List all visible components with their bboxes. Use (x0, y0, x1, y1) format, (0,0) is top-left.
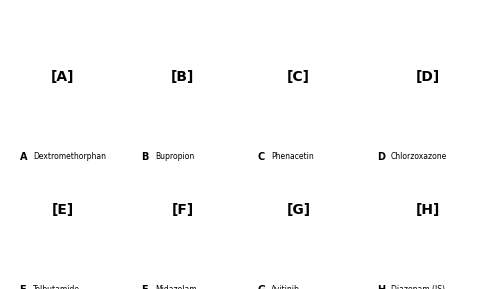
Text: [H]: [H] (416, 203, 440, 216)
Text: Midazolam: Midazolam (155, 285, 196, 289)
Text: B: B (142, 152, 153, 162)
Text: [C]: [C] (287, 70, 310, 84)
Text: [G]: [G] (286, 203, 310, 216)
Text: Dextromethorphan: Dextromethorphan (33, 152, 106, 161)
Text: Chlorzoxazone: Chlorzoxazone (391, 152, 448, 161)
Text: A: A (20, 152, 32, 162)
Text: [B]: [B] (171, 70, 194, 84)
Text: [D]: [D] (416, 70, 440, 84)
Text: Bupropion: Bupropion (155, 152, 194, 161)
Text: [E]: [E] (52, 203, 74, 216)
Text: [A]: [A] (51, 70, 74, 84)
Text: H: H (378, 285, 390, 289)
Text: Diazepam (IS): Diazepam (IS) (391, 285, 445, 289)
Text: Phenacetin: Phenacetin (271, 152, 314, 161)
Text: F: F (142, 285, 152, 289)
Text: C: C (258, 152, 269, 162)
Text: [F]: [F] (172, 203, 194, 216)
Text: Tolbutamide: Tolbutamide (33, 285, 80, 289)
Text: E: E (20, 285, 30, 289)
Text: Avitinib: Avitinib (271, 285, 300, 289)
Text: G: G (258, 285, 270, 289)
Text: D: D (378, 152, 390, 162)
